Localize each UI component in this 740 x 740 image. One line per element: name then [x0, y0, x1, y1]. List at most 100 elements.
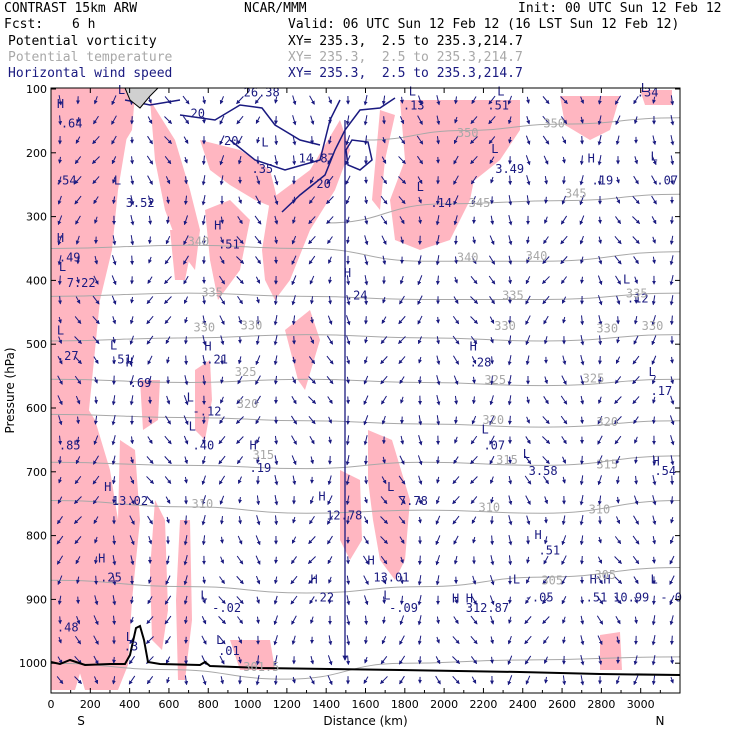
wind-vector	[452, 335, 460, 345]
wind-vector	[526, 556, 530, 564]
wind-vector	[363, 316, 368, 325]
wind-vector	[544, 175, 549, 185]
wind-vector	[471, 96, 477, 105]
wind-vector	[634, 456, 638, 464]
wind-vector	[633, 335, 639, 345]
wind-vector	[542, 616, 550, 625]
wind-vector	[363, 636, 368, 645]
y-tick-label: 200	[26, 147, 47, 160]
wind-vector	[75, 456, 81, 465]
wind-vector	[490, 555, 495, 566]
wind-vector	[291, 536, 297, 544]
wind-vector	[381, 636, 387, 645]
wind-vector	[345, 495, 350, 506]
wind-vector	[400, 556, 404, 564]
field-value-label: .19	[250, 461, 272, 475]
wind-vector	[436, 136, 441, 145]
wind-vector	[579, 175, 584, 186]
wind-vector	[346, 575, 351, 585]
wind-vector	[669, 595, 675, 606]
wind-vector	[183, 195, 188, 205]
hl-marker: L	[497, 84, 504, 98]
wind-vector	[164, 615, 172, 625]
wind-vector	[436, 616, 441, 625]
wind-vector	[237, 156, 242, 165]
wind-vector	[525, 335, 531, 346]
wind-vector	[651, 155, 657, 166]
wind-vector	[346, 315, 351, 326]
field-value-label: .21	[206, 352, 228, 366]
wind-vector	[525, 596, 531, 605]
wind-vector	[237, 535, 243, 545]
wind-vector	[652, 495, 657, 506]
wind-vector	[146, 476, 154, 485]
wind-vector	[74, 476, 82, 485]
wind-vector	[273, 315, 278, 326]
hl-marker: L	[114, 174, 121, 188]
field-value-label: .25	[100, 571, 122, 585]
wind-vector	[111, 476, 116, 485]
wind-vector	[399, 455, 405, 465]
theta-contour-label: 310	[478, 500, 500, 514]
wind-vector	[255, 575, 261, 585]
wind-vector	[615, 516, 621, 525]
theta-contour-label: 330	[193, 320, 215, 334]
wind-vector	[560, 395, 568, 405]
wind-vector	[616, 636, 620, 645]
wind-vector	[235, 416, 244, 425]
wind-vector	[148, 215, 153, 225]
wind-vector	[400, 435, 405, 445]
wind-vector	[363, 415, 369, 426]
wind-vector	[57, 195, 62, 205]
wind-vector	[292, 155, 297, 166]
wind-vector	[219, 516, 224, 525]
wind-vector	[291, 615, 297, 625]
wind-vector	[310, 616, 314, 624]
field-value-label: .07	[483, 438, 505, 452]
wind-vector	[58, 156, 63, 164]
wind-vector	[580, 116, 584, 124]
hl-marker: H	[466, 592, 473, 606]
field-value-label: .51	[586, 590, 608, 604]
wind-vector	[470, 136, 478, 144]
wind-vector	[237, 216, 243, 225]
wind-vector	[93, 415, 98, 425]
pv-shaded-region	[176, 520, 192, 680]
wind-vector	[634, 436, 638, 444]
wind-vector	[219, 155, 225, 166]
wind-vector	[651, 635, 656, 646]
wind-vector	[542, 135, 550, 145]
wind-vector	[507, 116, 512, 125]
wind-vector	[453, 195, 459, 206]
wind-vector	[363, 535, 369, 545]
hl-marker: L	[110, 338, 117, 352]
wind-vector	[544, 676, 549, 684]
wind-vector	[417, 255, 422, 266]
field-value-label: .49	[59, 250, 81, 264]
hl-marker: H	[588, 151, 595, 165]
wind-vector	[399, 216, 405, 225]
wind-vector	[542, 596, 550, 605]
wind-vector	[346, 275, 351, 286]
wind-vector	[670, 176, 675, 185]
x-tick-label: 600	[158, 698, 179, 711]
hl-marker: H	[344, 266, 351, 280]
field-value-label: .28	[470, 356, 492, 370]
wind-vector	[166, 196, 170, 204]
field-value-label: 3.58	[529, 464, 558, 478]
wind-vector	[398, 176, 407, 184]
wind-vector	[236, 436, 244, 444]
wind-vector	[255, 195, 261, 205]
pv-shaded-region	[285, 310, 320, 390]
wind-vector	[220, 396, 224, 404]
wind-vector	[309, 316, 314, 324]
wind-vector	[184, 355, 189, 366]
wind-vector	[309, 296, 314, 305]
wind-vector	[202, 436, 206, 444]
wind-vector	[218, 475, 226, 485]
wind-vector	[255, 655, 260, 666]
wind-vector	[308, 196, 316, 205]
wind-vector	[508, 276, 513, 285]
wind-vector	[453, 616, 459, 625]
